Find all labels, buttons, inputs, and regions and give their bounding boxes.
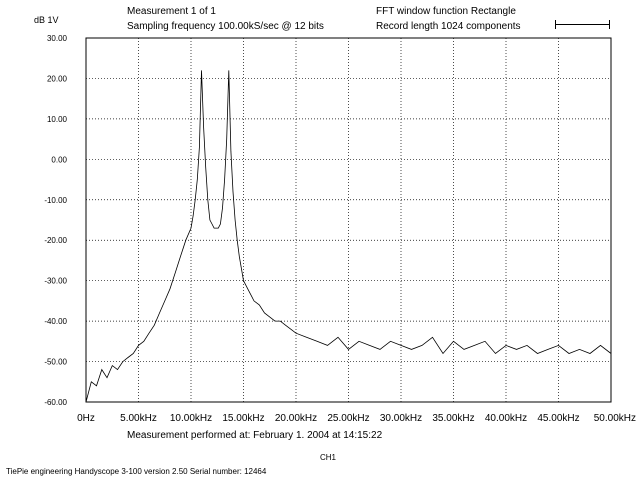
fft-window-label: FFT window function Rectangle — [376, 6, 516, 17]
y-tick-label: -10.00 — [44, 196, 67, 205]
scale-bar-line — [555, 24, 610, 25]
y-tick-label: 0.00 — [51, 155, 67, 164]
y-tick-label: 20.00 — [47, 74, 68, 83]
x-tick-label: 40.00kHz — [485, 413, 527, 424]
x-tick-label: 15.00kHz — [222, 413, 264, 424]
measurement-timestamp: Measurement performed at: February 1. 20… — [127, 430, 383, 441]
y-tick-label: -30.00 — [44, 277, 67, 286]
measurement-label: Measurement 1 of 1 — [127, 6, 216, 17]
scale-bar-right-cap — [609, 20, 610, 29]
x-tick-label: 50.00kHz — [594, 413, 636, 424]
x-tick-label: 35.00kHz — [432, 413, 474, 424]
y-tick-label: -50.00 — [44, 358, 67, 367]
sampling-label: Sampling frequency 100.00kS/sec @ 12 bit… — [127, 21, 324, 32]
y-tick-label: 30.00 — [47, 34, 68, 43]
y-unit-label: dB 1V — [34, 15, 59, 25]
x-tick-label: 25.00kHz — [327, 413, 369, 424]
x-tick-label: 30.00kHz — [380, 413, 422, 424]
x-tick-label: 0Hz — [77, 413, 95, 424]
device-info: TiePie engineering Handyscope 3-100 vers… — [6, 467, 267, 476]
y-tick-label: -40.00 — [44, 317, 67, 326]
x-tick-labels: 0Hz 5.00kHz 10.00kHz 15.00kHz 20.00kHz 25.00k… — [77, 413, 636, 424]
y-tick-labels: 30.00 20.00 10.00 0.00 -10.00 -20.00 -30.00 -40… — [44, 34, 67, 407]
y-tick-label: -60.00 — [44, 398, 67, 407]
channel-label: CH1 — [320, 453, 337, 462]
chart-grid — [86, 38, 611, 402]
spectrum-trace — [85, 70, 612, 403]
record-length-label: Record length 1024 components — [376, 21, 521, 32]
plot-frame — [85, 37, 612, 403]
y-tick-label: 10.00 — [47, 115, 68, 124]
x-tick-label: 45.00kHz — [537, 413, 579, 424]
y-tick-label: -20.00 — [44, 236, 67, 245]
x-tick-label: 5.00kHz — [120, 413, 157, 424]
x-tick-label: 20.00kHz — [275, 413, 317, 424]
x-tick-label: 10.00kHz — [170, 413, 212, 424]
